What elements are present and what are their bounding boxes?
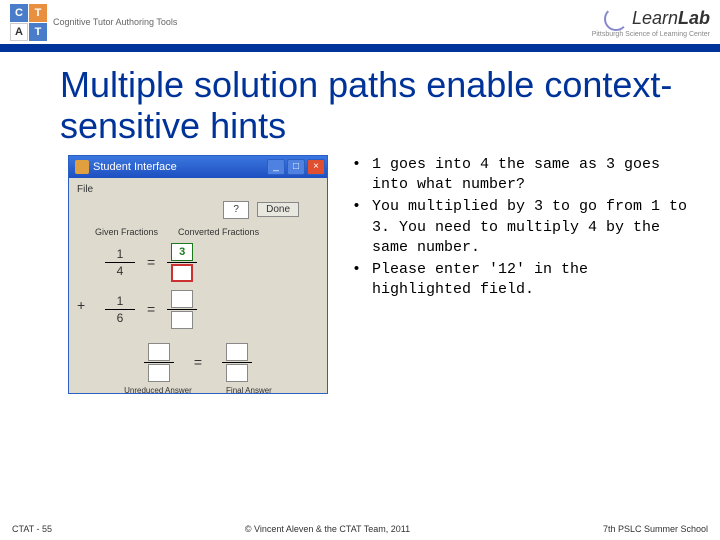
fractions-area: + 1 4 = 3 1	[77, 243, 319, 383]
col-given: Given Fractions	[95, 227, 158, 237]
ctat-logo-block: C T A T Cognitive Tutor Authoring Tools	[10, 4, 177, 41]
answer-row: =	[77, 343, 319, 382]
conv1-den-input[interactable]	[171, 264, 193, 282]
question-input[interactable]: ?	[223, 201, 249, 219]
hint-item-1: •1 goes into 4 the same as 3 goes into w…	[352, 155, 692, 196]
conv2-num-input[interactable]	[171, 290, 193, 308]
toolbar-row: ? Done	[77, 201, 319, 219]
close-button[interactable]: ×	[307, 159, 325, 175]
conv1-num-input[interactable]: 3	[171, 243, 193, 261]
learnlab-sub: Pittsburgh Science of Learning Center	[592, 31, 710, 38]
student-interface-window: Student Interface _ □ × File ? Done Give…	[68, 155, 328, 394]
learnlab-logo: LearnLab Pittsburgh Science of Learning …	[592, 7, 710, 38]
hints-list: •1 goes into 4 the same as 3 goes into w…	[352, 155, 692, 394]
ctat-tagline: Cognitive Tutor Authoring Tools	[53, 17, 177, 27]
column-labels: Given Fractions Converted Fractions	[77, 227, 319, 237]
frac1-den: 4	[117, 264, 124, 278]
fraction-row-1: 1 4 = 3	[77, 243, 319, 282]
footer-right: 7th PSLC Summer School	[603, 524, 708, 534]
swoosh-icon	[604, 7, 628, 31]
learnlab-a: Learn	[632, 7, 678, 27]
slide-title: Multiple solution paths enable context-s…	[0, 52, 720, 155]
menu-file[interactable]: File	[77, 184, 319, 195]
equals-1: =	[147, 254, 155, 270]
converted-fraction-1: 3	[167, 243, 197, 282]
tile-a: A	[10, 23, 28, 41]
done-button[interactable]: Done	[257, 202, 299, 217]
tile-c: C	[10, 4, 28, 22]
tile-t: T	[29, 4, 47, 22]
unred-den[interactable]	[148, 364, 170, 382]
frac2-den: 6	[117, 311, 124, 325]
frac1-num: 1	[117, 247, 124, 261]
footer-center: © Vincent Aleven & the CTAT Team, 2011	[245, 524, 410, 534]
hint-text-3: Please enter '12' in the highlighted fie…	[372, 260, 692, 301]
frac2-num: 1	[117, 294, 124, 308]
tile-t2: T	[29, 23, 47, 41]
final-label: Final Answer	[226, 386, 272, 395]
window-icon	[75, 160, 89, 174]
converted-fraction-2	[167, 290, 197, 329]
maximize-button[interactable]: □	[287, 159, 305, 175]
minimize-button[interactable]: _	[267, 159, 285, 175]
conv2-den-input[interactable]	[171, 311, 193, 329]
final-num[interactable]	[226, 343, 248, 361]
window-body: File ? Done Given Fractions Converted Fr…	[69, 178, 327, 393]
final-answer	[222, 343, 252, 382]
ctat-logo: C T A T	[10, 4, 47, 41]
window-titlebar[interactable]: Student Interface _ □ ×	[69, 156, 327, 178]
hint-item-3: •Please enter '12' in the highlighted fi…	[352, 260, 692, 301]
equals-3: =	[194, 354, 202, 370]
unreduced-label: Unreduced Answer	[124, 386, 192, 395]
hint-text-2: You multiplied by 3 to go from 1 to 3. Y…	[372, 197, 692, 258]
unreduced-answer	[144, 343, 174, 382]
footer-left: CTAT - 55	[12, 524, 52, 534]
footer: CTAT - 55 © Vincent Aleven & the CTAT Te…	[0, 524, 720, 534]
fraction-row-2: 1 6 =	[77, 290, 319, 329]
final-den[interactable]	[226, 364, 248, 382]
hint-text-1: 1 goes into 4 the same as 3 goes into wh…	[372, 155, 692, 196]
given-fraction-2: 1 6	[105, 294, 135, 325]
col-converted: Converted Fractions	[178, 227, 259, 237]
header-bar: C T A T Cognitive Tutor Authoring Tools …	[0, 0, 720, 52]
learnlab-b: Lab	[678, 7, 710, 27]
answer-labels: Unreduced Answer Final Answer	[77, 386, 319, 395]
hint-item-2: •You multiplied by 3 to go from 1 to 3. …	[352, 197, 692, 258]
window-title: Student Interface	[93, 161, 177, 173]
equals-2: =	[147, 301, 155, 317]
content-row: Student Interface _ □ × File ? Done Give…	[0, 155, 720, 394]
given-fraction-1: 1 4	[105, 247, 135, 278]
unred-num[interactable]	[148, 343, 170, 361]
